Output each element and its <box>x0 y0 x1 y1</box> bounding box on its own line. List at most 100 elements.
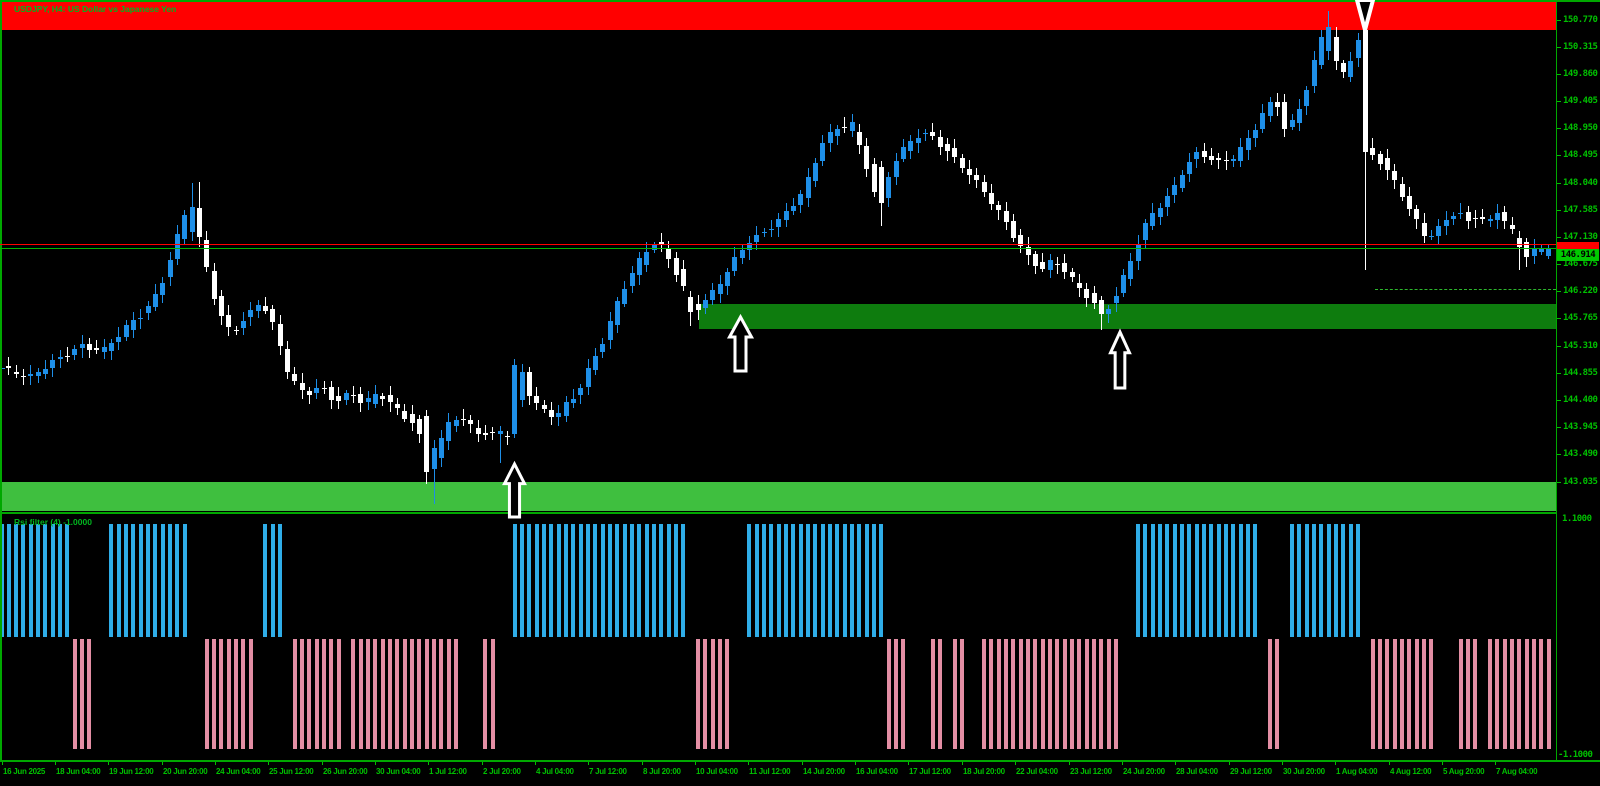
indicator-bar <box>1217 524 1221 637</box>
price-axis[interactable]: 150.770 150.315 149.860 149.405 148.950 148.4… <box>1556 0 1600 760</box>
time-tick-mark <box>695 760 696 765</box>
indicator-window[interactable]: Rsi filter (4) -1.0000 <box>0 514 1556 760</box>
time-tick-mark <box>215 760 216 765</box>
candle-body <box>703 300 708 309</box>
price-tick-label: 144.855 <box>1563 368 1598 378</box>
candle-body <box>820 143 825 162</box>
price-tick-mark <box>1556 373 1561 374</box>
time-tick-label: 4 Aug 12:00 <box>1390 767 1432 776</box>
bid-price-badge: 146.914 <box>1557 249 1599 261</box>
candle-body <box>1532 248 1537 256</box>
candle-body <box>1143 222 1148 241</box>
candle-body <box>696 304 701 311</box>
indicator-bar <box>667 524 671 637</box>
time-tick-label: 11 Jul 12:00 <box>749 767 791 776</box>
candle-body <box>791 206 796 211</box>
candle-wick <box>771 219 772 238</box>
candle-body <box>1436 225 1441 236</box>
candle-body <box>21 376 26 378</box>
indicator-bar <box>43 524 47 637</box>
indicator-bar <box>1004 638 1008 749</box>
candle-body <box>1128 260 1133 279</box>
price-tick-label: 150.770 <box>1563 15 1598 25</box>
indicator-bar <box>139 524 143 637</box>
time-tick-mark <box>2 760 3 765</box>
candle-body <box>666 247 671 259</box>
time-tick-label: 14 Jul 20:00 <box>803 767 845 776</box>
indicator-bar <box>7 524 11 637</box>
candle-wick <box>353 386 354 403</box>
candle-body <box>1348 61 1353 78</box>
candle-body <box>1546 248 1551 256</box>
indicator-bar <box>1275 638 1279 749</box>
indicator-bar <box>1415 638 1419 749</box>
candle-body <box>256 305 261 311</box>
candle-body <box>329 387 334 401</box>
main-chart-window[interactable]: USDJPY, H4: US Dollar vs Japanese Yen <box>0 0 1556 512</box>
candle-body <box>116 336 121 342</box>
indicator-bar <box>623 524 627 637</box>
candle-body <box>182 214 187 240</box>
candle-wick <box>470 414 471 433</box>
indicator-bar <box>1239 524 1243 637</box>
time-tick-label: 18 Jul 20:00 <box>963 767 1005 776</box>
buy-signal-arrow-icon <box>1108 328 1132 390</box>
candle-wick <box>507 430 508 446</box>
indicator-bar <box>1165 524 1169 637</box>
price-tick-mark <box>1556 400 1561 401</box>
candle-body <box>336 396 341 401</box>
candle-wick <box>265 296 266 314</box>
candle-body <box>842 126 847 129</box>
candle-body <box>1407 196 1412 209</box>
price-tick-mark <box>1556 101 1561 102</box>
indicator-bar <box>403 638 407 749</box>
time-axis[interactable]: 16 Jun 2025 18 Jun 04:00 19 Jun 12:00 20 Ju… <box>0 760 1600 786</box>
candle-wick <box>844 117 845 134</box>
indicator-bar <box>410 638 414 749</box>
indicator-bar <box>205 638 209 749</box>
indicator-bar <box>659 524 663 637</box>
candle-body <box>1502 211 1507 221</box>
indicator-bar <box>153 524 157 637</box>
window-separator[interactable] <box>0 512 1600 514</box>
candle-body <box>1033 253 1038 267</box>
indicator-bar <box>87 638 91 749</box>
time-tick-label: 19 Jun 12:00 <box>109 767 154 776</box>
candle-body <box>1282 101 1287 129</box>
candle-body <box>344 392 349 401</box>
indicator-bar <box>366 638 370 749</box>
price-tick-mark <box>1556 183 1561 184</box>
candle-body <box>916 138 921 144</box>
indicator-bar <box>806 524 810 637</box>
candle-body <box>769 229 774 231</box>
candle-body <box>901 146 906 159</box>
indicator-bar <box>263 524 267 637</box>
candle-body <box>681 268 686 287</box>
candle-body <box>578 387 583 395</box>
candle-body <box>1121 275 1126 293</box>
candle-body <box>1070 271 1075 278</box>
candle-body <box>886 177 891 198</box>
price-tick-label: 148.495 <box>1563 150 1598 160</box>
time-tick-mark <box>1495 760 1496 765</box>
indicator-bar <box>29 524 33 637</box>
indicator-bar <box>711 638 715 749</box>
indicator-bar <box>1319 524 1323 637</box>
indicator-bar <box>417 638 421 749</box>
price-tick-mark <box>1556 47 1561 48</box>
indicator-bar <box>1400 638 1404 749</box>
indicator-bar <box>564 524 568 637</box>
candle-wick <box>1431 229 1432 241</box>
candle-body <box>1400 183 1405 198</box>
indicator-label: Rsi filter (4) -1.0000 <box>14 517 92 527</box>
indicator-bar <box>425 638 429 749</box>
indicator-bar <box>762 524 766 637</box>
indicator-bar <box>1327 524 1331 637</box>
candle-body <box>982 181 987 192</box>
indicator-bar <box>447 638 451 749</box>
indicator-bar <box>828 524 832 637</box>
time-tick-mark <box>322 760 323 765</box>
candle-body <box>1048 260 1053 270</box>
candle-body <box>270 309 275 323</box>
candle-wick <box>67 346 68 363</box>
